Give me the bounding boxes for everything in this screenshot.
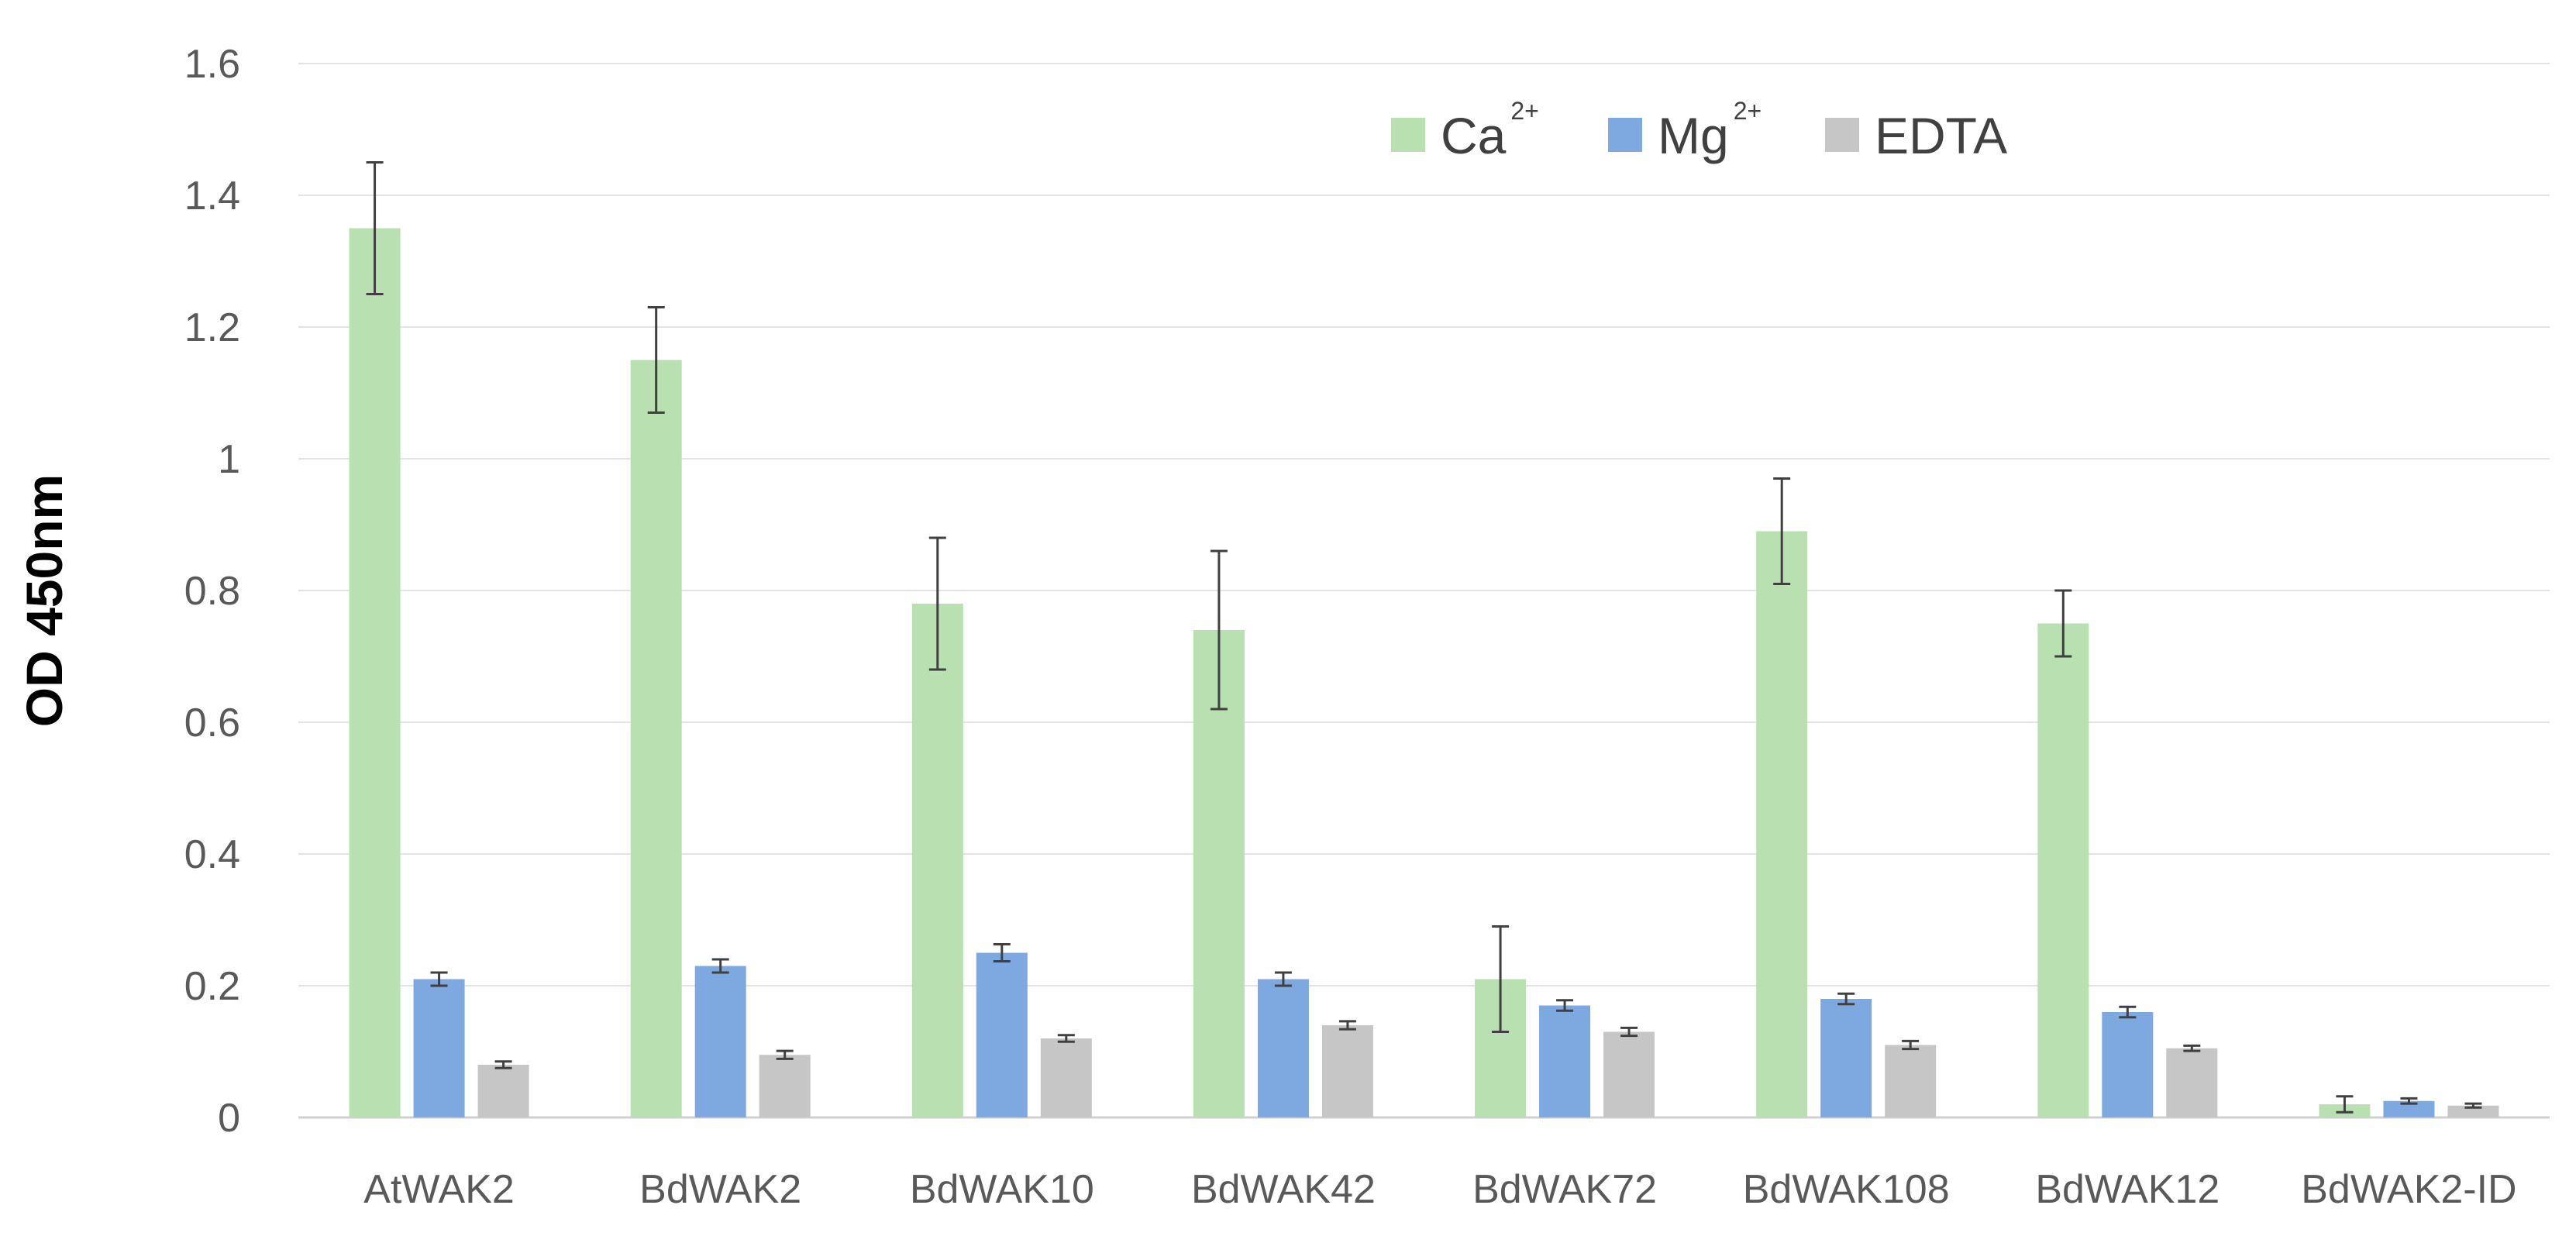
x-tick-label: BdWAK12 — [2035, 1167, 2220, 1212]
x-axis-categories: AtWAK2 BdWAK2 BdWAK10 BdWAK42 BdWAK72 BdWAK10… — [363, 1167, 2516, 1212]
bar — [759, 1055, 811, 1117]
bar — [477, 1065, 529, 1117]
x-tick-label: BdWAK42 — [1191, 1167, 1376, 1212]
legend: Ca 2+ Mg 2+ EDTA — [1391, 97, 2007, 164]
bar — [1820, 999, 1872, 1117]
x-tick-label: BdWAK2-ID — [2301, 1167, 2516, 1212]
error-bar — [2183, 1044, 2201, 1052]
legend-item: Ca 2+ — [1391, 97, 1539, 164]
error-bar — [2054, 589, 2072, 658]
error-bar — [1210, 549, 1228, 711]
error-bar — [711, 958, 729, 974]
bar — [1885, 1045, 1937, 1117]
y-tick-label: 0 — [218, 1096, 240, 1141]
error-bar — [1274, 971, 1292, 987]
error-bar — [1556, 999, 1574, 1012]
error-bar — [647, 306, 665, 414]
error-bar — [1338, 1020, 1356, 1031]
legend-swatch — [1608, 118, 1642, 152]
bar — [1321, 1025, 1373, 1117]
bar — [911, 604, 963, 1117]
x-tick-label: BdWAK2 — [639, 1167, 801, 1212]
y-axis-ticks: 0 0.2 0.4 0.6 0.8 1 1.2 1.4 1.6 — [184, 42, 240, 1141]
x-tick-label: BdWAK72 — [1472, 1167, 1657, 1212]
bar — [976, 952, 1028, 1117]
y-tick-label: 0.4 — [184, 832, 240, 877]
error-bar — [2464, 1102, 2482, 1109]
error-bar — [2119, 1005, 2137, 1019]
bar — [2102, 1012, 2154, 1117]
error-bars — [366, 161, 2482, 1114]
bar — [630, 360, 682, 1117]
error-bar — [1902, 1039, 1920, 1051]
y-tick-label: 1 — [218, 437, 240, 482]
y-tick-label: 1.4 — [184, 174, 240, 219]
error-bar — [2336, 1095, 2354, 1114]
bar — [1603, 1031, 1655, 1117]
y-axis-title: OD 450nm — [15, 474, 73, 727]
bars — [349, 228, 2499, 1117]
y-tick-label: 0.2 — [184, 964, 240, 1009]
bar — [1193, 630, 1245, 1117]
bar — [1040, 1038, 1092, 1117]
error-bar — [1057, 1034, 1075, 1043]
error-bar — [776, 1049, 794, 1060]
bar — [349, 228, 401, 1117]
error-bar — [928, 536, 946, 671]
bar — [2166, 1048, 2218, 1117]
legend-swatch — [1391, 118, 1425, 152]
bar — [1539, 1005, 1591, 1117]
bar — [2447, 1105, 2499, 1117]
bar — [2383, 1100, 2435, 1117]
error-bar — [1620, 1026, 1638, 1038]
x-tick-label: BdWAK10 — [910, 1167, 1094, 1212]
y-tick-label: 1.2 — [184, 305, 240, 350]
legend-label: Ca 2+ — [1441, 97, 1539, 164]
error-bar — [1492, 925, 1510, 1033]
y-tick-label: 0.8 — [184, 569, 240, 614]
error-bar — [2400, 1097, 2418, 1105]
legend-item: EDTA — [1825, 107, 2007, 164]
bar — [1257, 979, 1309, 1117]
error-bar — [1837, 992, 1855, 1006]
error-bar — [430, 971, 448, 987]
y-tick-label: 0.6 — [184, 701, 240, 745]
bar — [2037, 623, 2089, 1117]
y-tick-label: 1.6 — [184, 42, 240, 87]
error-bar — [993, 942, 1011, 963]
legend-item: Mg 2+ — [1608, 97, 1762, 164]
bar — [413, 979, 465, 1117]
error-bar — [366, 161, 384, 295]
legend-swatch — [1825, 118, 1859, 152]
error-bar — [1773, 477, 1791, 585]
bar — [1756, 531, 1808, 1117]
error-bar — [494, 1060, 512, 1069]
legend-label: EDTA — [1875, 107, 2007, 164]
legend-label: Mg 2+ — [1658, 97, 1762, 164]
x-tick-label: BdWAK108 — [1743, 1167, 1950, 1212]
bar — [694, 966, 746, 1117]
x-tick-label: AtWAK2 — [363, 1167, 515, 1212]
